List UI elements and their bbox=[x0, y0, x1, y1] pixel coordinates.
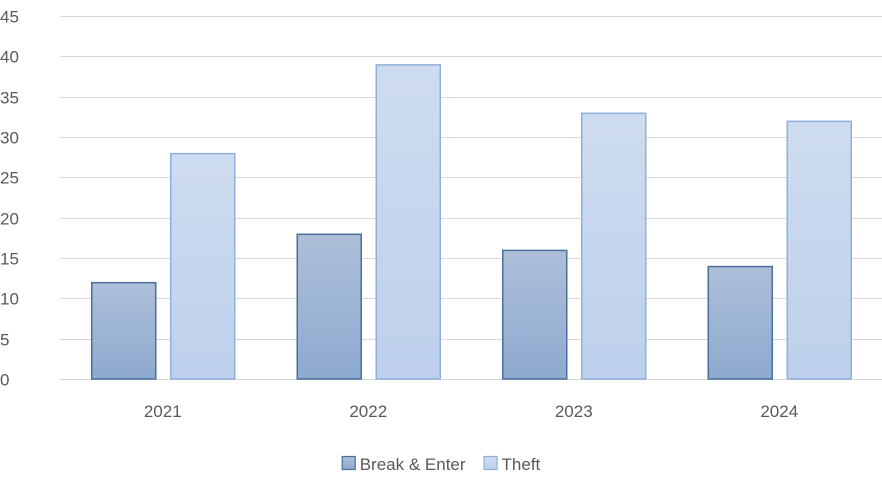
legend-swatch-1 bbox=[483, 455, 498, 471]
x-tick-label-2022: 2022 bbox=[349, 402, 387, 421]
y-tick-label-30: 30 bbox=[0, 129, 19, 148]
y-tick-label-15: 15 bbox=[0, 250, 19, 269]
bar-theft-2021 bbox=[170, 152, 236, 380]
legend-label-0: Break & Enter bbox=[360, 455, 466, 474]
x-tick-label-2021: 2021 bbox=[144, 402, 182, 421]
bar-break-enter-2021 bbox=[91, 281, 157, 380]
legend: Break & Enter Theft bbox=[341, 455, 541, 474]
y-tick-label-45: 45 bbox=[0, 8, 19, 27]
y-tick-label-25: 25 bbox=[0, 169, 19, 188]
y-axis: 0 5 10 15 20 25 30 35 40 45 bbox=[0, 8, 19, 390]
x-tick-label-2024: 2024 bbox=[760, 402, 798, 421]
bar-break-enter-2023 bbox=[502, 249, 568, 380]
x-axis: 2021 2022 2023 2024 bbox=[144, 402, 798, 421]
bar-break-enter-2022 bbox=[296, 233, 362, 380]
y-tick-label-20: 20 bbox=[0, 210, 19, 229]
legend-swatch-0 bbox=[341, 455, 356, 471]
y-tick-label-0: 0 bbox=[0, 371, 9, 390]
x-tick-label-2023: 2023 bbox=[555, 402, 593, 421]
bar-theft-2024 bbox=[786, 120, 852, 380]
bar-break-enter-2024 bbox=[707, 265, 773, 380]
bar-theft-2023 bbox=[581, 112, 647, 380]
y-tick-label-35: 35 bbox=[0, 89, 19, 108]
y-tick-label-10: 10 bbox=[0, 290, 19, 309]
y-tick-label-40: 40 bbox=[0, 48, 19, 67]
bar-theft-2022 bbox=[375, 64, 441, 380]
bars bbox=[91, 64, 852, 380]
legend-label-1: Theft bbox=[502, 455, 541, 474]
y-tick-label-5: 5 bbox=[0, 331, 9, 350]
